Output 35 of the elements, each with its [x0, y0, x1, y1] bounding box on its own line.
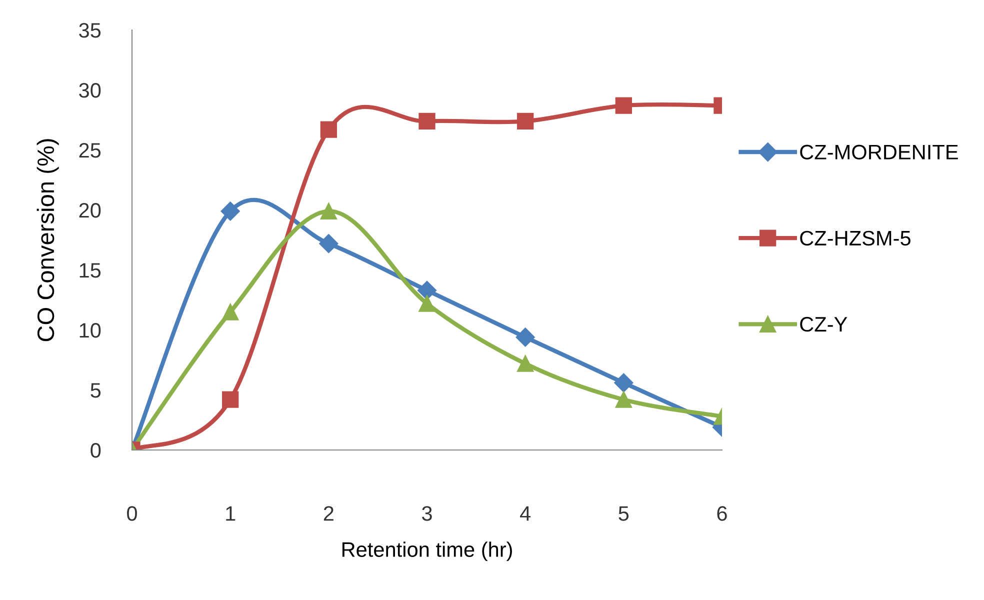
x-axis-title: Retention time (hr) [342, 542, 512, 562]
x-tick-label: 3 [422, 506, 432, 521]
point [615, 97, 632, 114]
legend-label: CZ-Y [800, 316, 848, 332]
point [517, 355, 534, 372]
y-tick-label: 10 [80, 323, 101, 338]
point [418, 112, 436, 130]
y-tick-label: 20 [79, 203, 101, 218]
point [320, 202, 337, 220]
y-tick-label: 15 [80, 263, 101, 278]
point [222, 304, 239, 320]
legend-label: CZ-HZSM-5 [800, 230, 910, 246]
x-tick-label: 6 [717, 506, 727, 521]
point [222, 391, 239, 408]
y-axis-title: CO Conversion (%) [36, 139, 59, 342]
y-tick-label: 5 [90, 383, 101, 398]
x-tick-label: 0 [127, 506, 137, 521]
point [417, 280, 437, 300]
point [615, 391, 632, 408]
legend-label: CZ-MORDENITE [800, 144, 958, 160]
y-tick-label: 25 [79, 143, 101, 158]
point [418, 295, 436, 312]
point [614, 373, 634, 392]
y-tick-label: 0 [90, 443, 101, 458]
point [319, 234, 338, 254]
y-tick-label: 30 [79, 83, 101, 98]
point [517, 112, 534, 130]
x-tick-label: 2 [324, 506, 334, 521]
x-tick-label: 1 [226, 506, 236, 521]
x-tick-label: 4 [520, 506, 531, 521]
x-tick-label: 5 [618, 506, 629, 521]
point [516, 328, 535, 347]
point [320, 121, 337, 138]
point [220, 202, 240, 221]
y-tick-label: 35 [79, 23, 101, 38]
